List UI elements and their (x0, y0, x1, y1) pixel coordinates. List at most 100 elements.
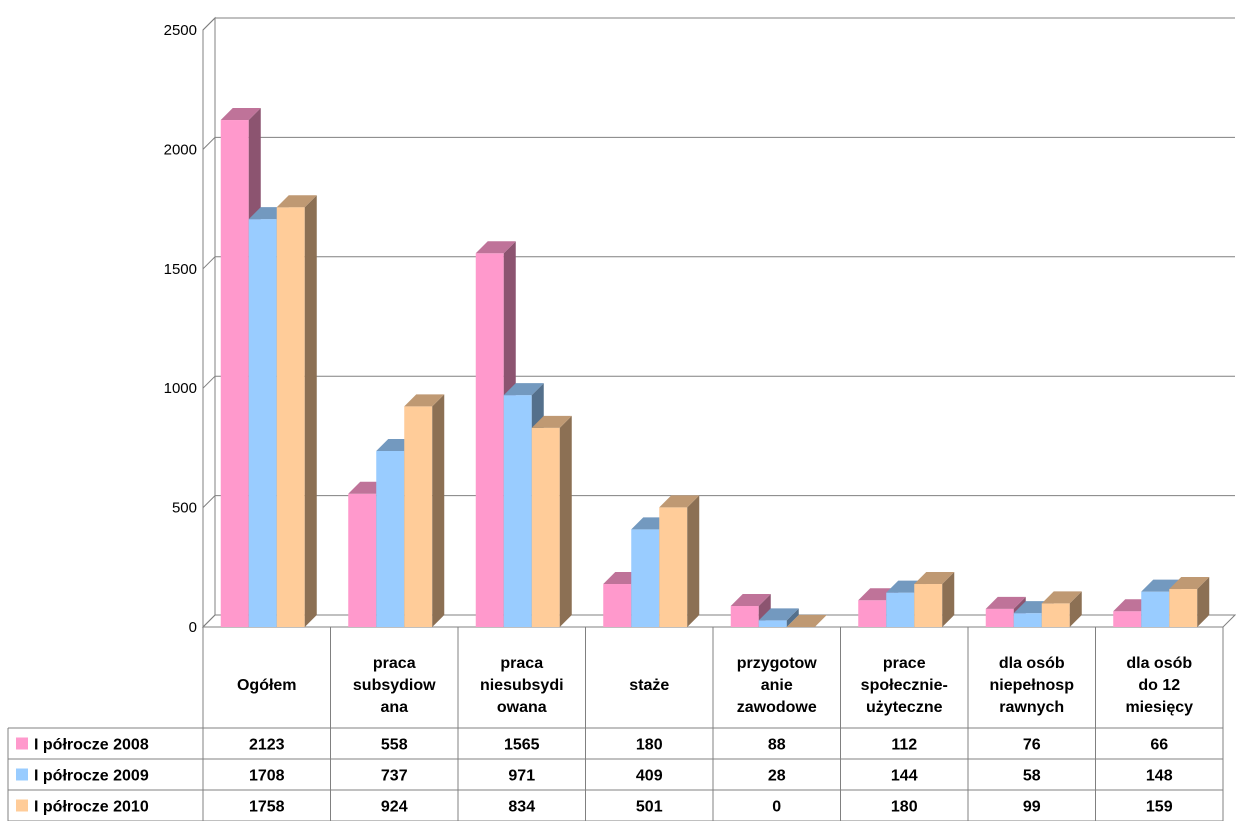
category-label: dla osób do 12 miesięcy (1125, 655, 1193, 716)
bar (914, 572, 955, 627)
gridline (202, 136, 1235, 150)
legend-swatch (16, 737, 28, 750)
bar-top (404, 394, 445, 407)
table-value: 180 (891, 799, 918, 816)
gridline (202, 17, 1235, 31)
bar-front (659, 507, 688, 627)
bar-top (730, 593, 771, 606)
y-tick-label: 2000 (164, 141, 197, 158)
bar-front (348, 493, 377, 627)
bar-front (220, 120, 249, 628)
table-value: 99 (1023, 799, 1041, 816)
legend-label: I półrocze 2008 (34, 737, 149, 754)
table-value: 28 (768, 768, 786, 785)
y-tick-label: 2500 (164, 22, 197, 39)
bar (276, 195, 317, 627)
category-label: prace społecznie-użyteczne (861, 655, 948, 716)
bar-front (475, 253, 504, 627)
legend-label: I półrocze 2009 (34, 768, 149, 785)
legend-swatch (16, 799, 28, 812)
data-table: Ogółem praca subsydiow ana praca niesubsydi ow… (7, 627, 1224, 821)
y-axis-tick-labels: 0 500 1000 1500 2000 2500 (164, 22, 197, 636)
bar-front (758, 620, 787, 627)
legend-label: I półrocze 2010 (34, 799, 149, 816)
bar-side (942, 572, 955, 627)
bar-front (631, 529, 660, 627)
table-value: 501 (636, 799, 663, 816)
category-label: staże (629, 677, 669, 694)
bar-side (432, 394, 445, 627)
bar-top (1041, 591, 1082, 604)
table-value: 112 (891, 737, 917, 754)
category-label: praca niesubsydi owana (480, 655, 564, 716)
bar-top (786, 615, 827, 627)
bar-top (531, 415, 572, 428)
table-value: 66 (1150, 737, 1168, 754)
table-value: 409 (636, 768, 663, 785)
bar (531, 415, 572, 627)
bar-front (1141, 591, 1170, 627)
bar-front (858, 600, 887, 627)
gridline (202, 375, 1235, 389)
gridline (202, 495, 1235, 508)
bar-front (1041, 603, 1070, 627)
bar-side (559, 415, 572, 627)
bar (404, 394, 445, 627)
table-value: 971 (508, 768, 535, 785)
bar-top (220, 108, 261, 121)
bar-side (1197, 577, 1210, 627)
bar-front (531, 427, 560, 627)
bar-front (503, 395, 532, 627)
category-label: przygotow anie zawodowe (737, 655, 818, 716)
bar-top (659, 495, 700, 508)
bar-side (304, 195, 317, 627)
bar-top (503, 383, 544, 396)
table-value: 58 (1023, 768, 1041, 785)
bar-front (730, 605, 759, 627)
y-tick-label: 1500 (164, 261, 197, 278)
bar-front (276, 207, 305, 627)
y-tick-label: 500 (172, 500, 197, 517)
side-wall (202, 16, 216, 629)
bar (1169, 577, 1210, 627)
table-value: 144 (891, 768, 918, 785)
table-value: 1708 (249, 768, 285, 785)
bar (758, 608, 799, 627)
table-value: 0 (772, 799, 781, 816)
table-value: 1758 (249, 799, 285, 816)
bar-front (376, 451, 405, 627)
bar-top (475, 241, 516, 254)
category-label: Ogółem (237, 677, 297, 694)
legend-swatch (16, 768, 28, 781)
bar (659, 495, 700, 627)
bars (220, 108, 1210, 628)
bar-front (985, 608, 1014, 627)
table-value: 737 (381, 768, 408, 785)
category-label: praca subsydiow ana (353, 655, 436, 716)
bar-front (1169, 589, 1198, 627)
bar-front (914, 584, 943, 627)
table-value: 159 (1146, 799, 1173, 816)
gridline (202, 256, 1235, 270)
table-value: 558 (381, 737, 408, 754)
bar-front (248, 219, 277, 628)
bar-side (786, 608, 799, 627)
bar (1041, 591, 1082, 627)
bar-top (914, 572, 955, 585)
bar-side (687, 495, 700, 627)
bar-front (603, 584, 632, 627)
bar-front (886, 592, 915, 627)
table-value: 1565 (504, 737, 540, 754)
table-value: 88 (768, 737, 786, 754)
table-value: 924 (381, 799, 408, 816)
table-value: 834 (508, 799, 535, 816)
table-value: 76 (1023, 737, 1041, 754)
bar-front (1113, 611, 1142, 627)
bar-top (985, 596, 1026, 609)
table-value: 2123 (249, 737, 285, 754)
category-label: dla osób niepełnosp rawnych (990, 655, 1075, 716)
table-value: 148 (1146, 768, 1173, 785)
bar-front (404, 406, 433, 627)
y-tick-label: 1000 (164, 380, 197, 397)
